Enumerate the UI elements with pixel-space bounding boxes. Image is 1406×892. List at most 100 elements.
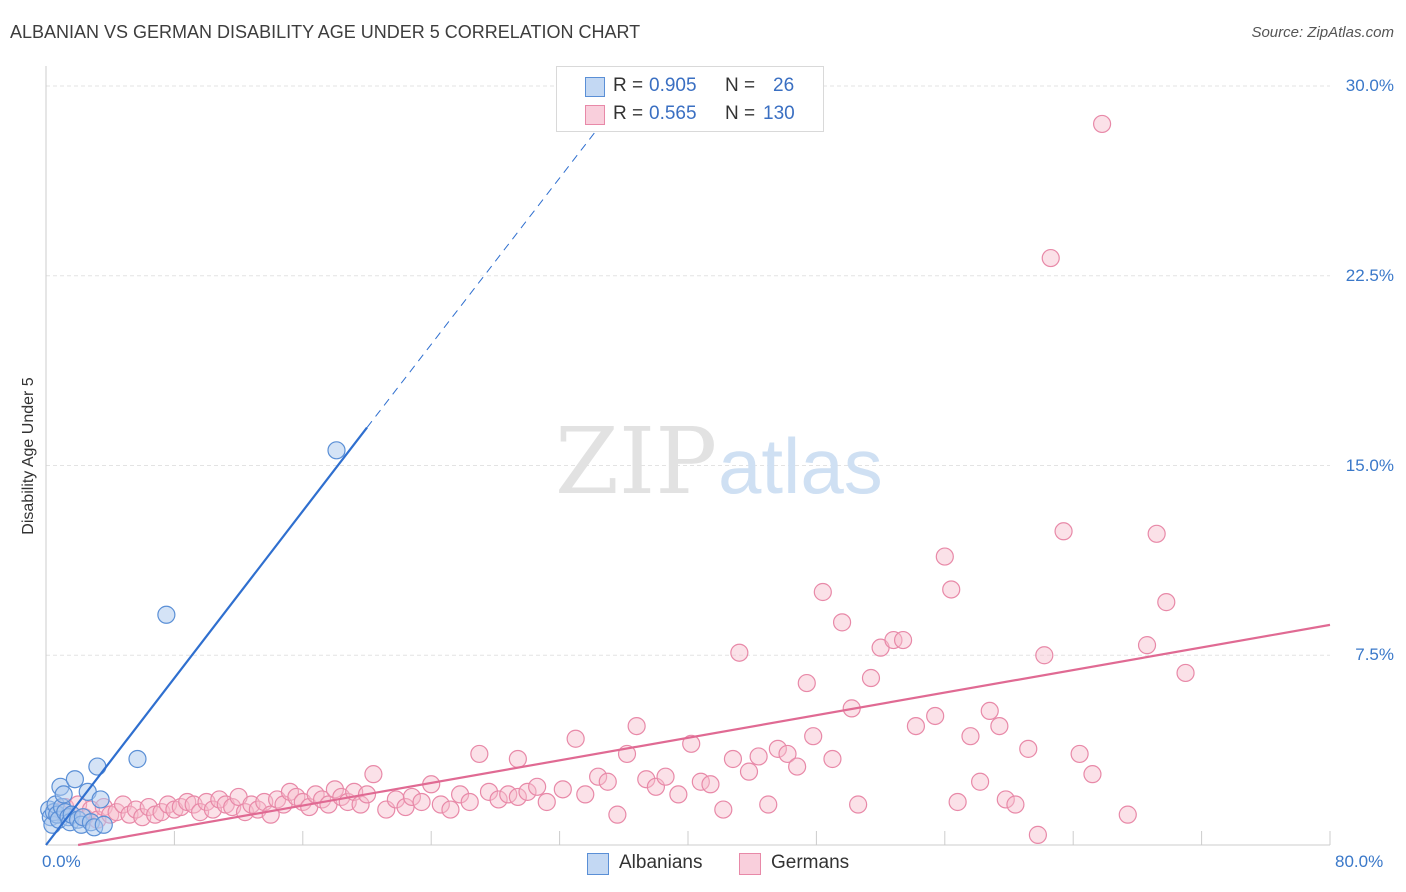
chart-title: ALBANIAN VS GERMAN DISABILITY AGE UNDER … <box>10 22 641 42</box>
source-note: Source: ZipAtlas.com <box>1251 24 1394 41</box>
german-point <box>431 795 450 814</box>
trend-lines <box>45 123 1331 847</box>
legend-n-label: N = <box>725 75 761 96</box>
german-point <box>669 785 688 804</box>
albanian-point <box>327 441 346 460</box>
x-tick-label-min: 0.0% <box>42 852 81 871</box>
german-point <box>1157 593 1176 612</box>
legend-n-value: 130 <box>763 103 795 124</box>
german-point <box>730 643 749 662</box>
albanian-point <box>54 785 73 804</box>
albanian-points <box>40 441 346 837</box>
german-point <box>768 739 787 758</box>
german-point <box>1028 825 1047 844</box>
german-point <box>1054 522 1073 541</box>
german-point <box>518 782 537 801</box>
german-point <box>460 792 479 812</box>
german-point <box>508 787 527 807</box>
german-point <box>788 757 807 776</box>
albanian-trend-line <box>45 426 368 846</box>
german-point <box>884 630 903 650</box>
german-point <box>1118 805 1137 824</box>
german-point <box>364 765 383 784</box>
german-point <box>804 727 823 746</box>
german-point <box>1019 739 1038 758</box>
albanian-swatch <box>585 77 605 97</box>
german-point <box>508 749 527 769</box>
german-point <box>942 580 961 599</box>
german-point <box>1041 248 1060 268</box>
german-point <box>589 767 608 786</box>
y-tick-label: 22.5% <box>1345 265 1394 285</box>
german-point <box>749 747 768 766</box>
y-tick-label: 7.5% <box>1355 645 1394 665</box>
german-point <box>553 780 572 799</box>
german-legend-swatch <box>739 853 761 875</box>
german-point <box>1137 636 1157 655</box>
german-point <box>1070 744 1089 764</box>
german-point <box>971 772 990 791</box>
german-point <box>1083 765 1102 784</box>
y-tick-label: 15.0% <box>1345 455 1394 475</box>
german-point <box>980 701 999 721</box>
german-point <box>723 749 743 769</box>
albanian-point <box>91 790 110 809</box>
german-point <box>996 790 1015 809</box>
watermark-atlas: atlas <box>718 422 883 510</box>
albanian-legend-label: Albanians <box>619 852 703 873</box>
german-point <box>576 785 595 804</box>
german-point <box>325 780 344 799</box>
german-point <box>608 805 627 824</box>
german-point <box>778 744 797 764</box>
legend-n-label: N = <box>725 103 761 124</box>
german-point <box>1176 663 1195 683</box>
german-point <box>832 613 852 632</box>
german-points <box>49 114 1195 844</box>
legend-row-albanians: R = 0.905 N = 26 <box>557 73 823 99</box>
german-point <box>739 762 759 781</box>
albanian-point <box>128 749 147 769</box>
legend-r-label: R = <box>613 75 649 96</box>
german-point <box>528 777 547 796</box>
legend-r-value: 0.565 <box>649 103 697 124</box>
german-point <box>637 770 656 789</box>
german-trend-line <box>77 623 1331 847</box>
german-point <box>682 734 701 753</box>
german-point <box>598 772 617 791</box>
german-point <box>926 706 945 726</box>
german-point <box>961 727 980 746</box>
german-point <box>1006 795 1025 814</box>
german-point <box>1147 524 1166 543</box>
german-point <box>470 744 489 764</box>
german-point <box>849 795 868 814</box>
german-point <box>627 716 646 736</box>
german-point <box>813 582 832 602</box>
y-axis-label: Disability Age Under 5 <box>20 377 37 535</box>
x-tick-label-max: 80.0% <box>1335 852 1384 871</box>
german-point <box>714 800 733 819</box>
german-point <box>479 782 499 801</box>
german-swatch <box>585 105 605 125</box>
german-point <box>537 792 556 812</box>
watermark-zip: ZIP <box>555 408 717 515</box>
german-point <box>797 673 816 693</box>
legend-r-label: R = <box>613 103 649 124</box>
albanian-point <box>65 770 84 789</box>
stats-legend: R = 0.905 N = 26 R = 0.565 N = 130 <box>556 66 824 132</box>
german-point <box>566 729 585 748</box>
watermark: ZIP atlas <box>555 408 883 515</box>
german-point <box>935 547 954 566</box>
german-point <box>759 795 778 814</box>
german-point <box>861 668 881 688</box>
grid-lines <box>46 85 1330 656</box>
albanian-point <box>88 757 107 776</box>
german-point <box>1092 114 1112 134</box>
albanian-trend-extension <box>366 123 602 428</box>
german-point <box>990 716 1009 736</box>
legend-n-value: 26 <box>773 75 795 96</box>
german-point <box>906 716 926 736</box>
german-point <box>412 792 431 812</box>
legend-r-value: 0.905 <box>649 75 697 96</box>
german-point <box>893 630 913 650</box>
german-point <box>1035 646 1054 665</box>
